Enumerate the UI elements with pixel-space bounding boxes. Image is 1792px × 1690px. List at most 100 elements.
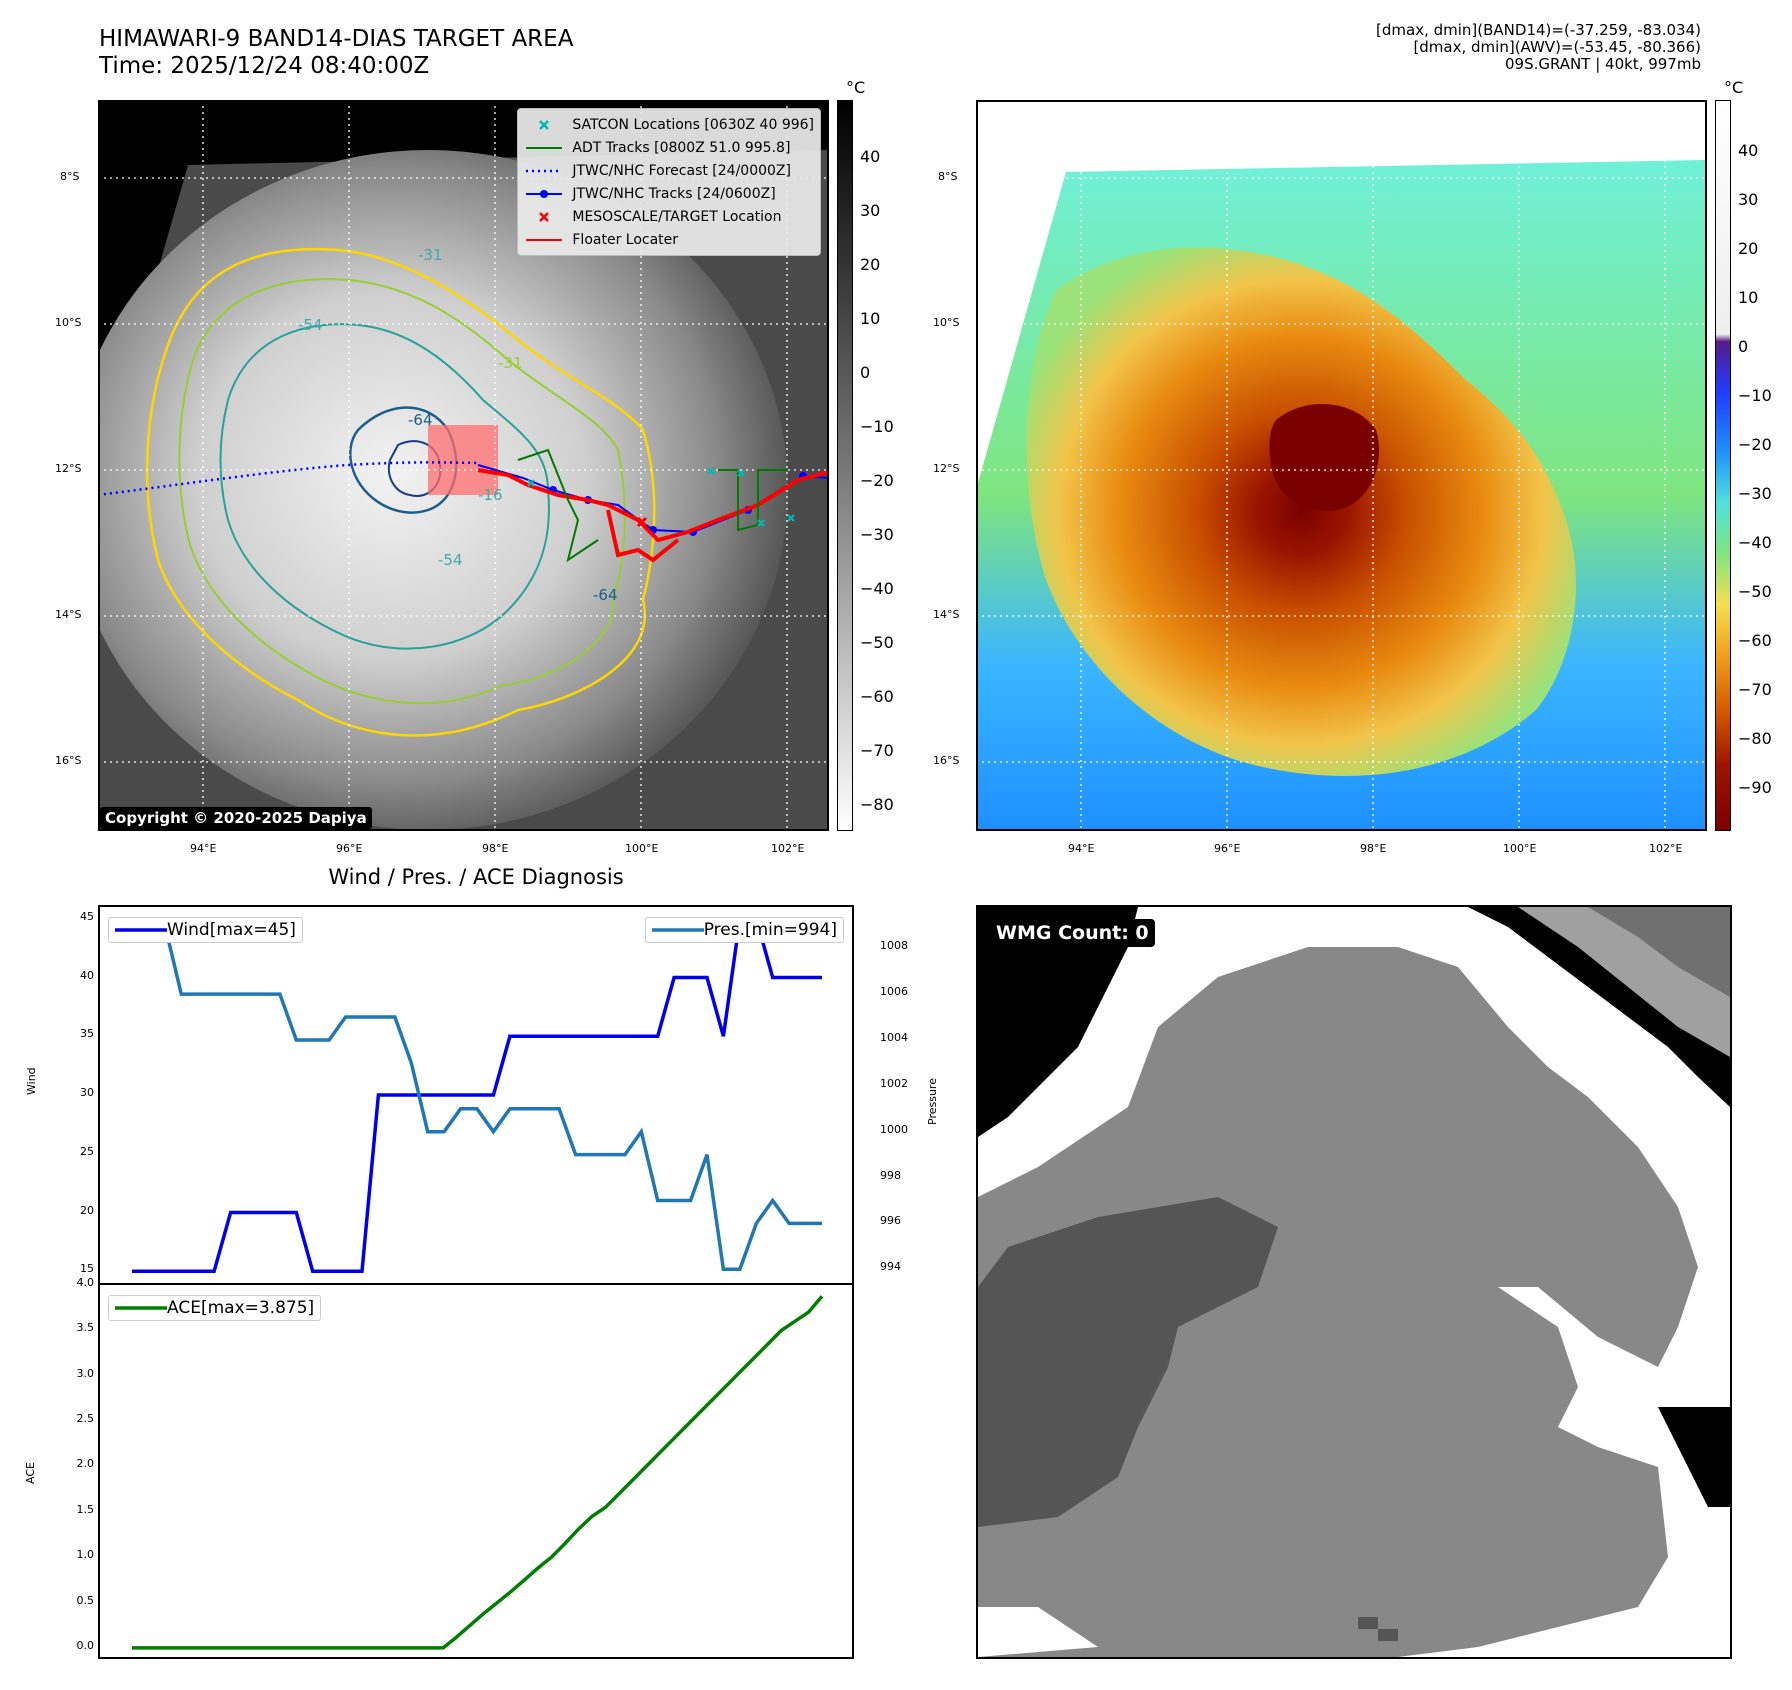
grayscale-colorbar-ticks: 40 30 20 10 0 −10 −20 −30 −40 −50 −60 −7… bbox=[860, 100, 900, 831]
wind-pressure-panel: Wind[max=45] Pres.[min=994] bbox=[98, 905, 854, 1285]
chart-title: HIMAWARI-9 BAND14-DIAS TARGET AREA Time:… bbox=[99, 26, 573, 80]
title-line1: HIMAWARI-9 BAND14-DIAS TARGET AREA bbox=[99, 26, 574, 52]
legend-item-mesoscale: MESOSCALE/TARGET Location bbox=[524, 205, 814, 228]
lat-label: 14°S bbox=[55, 608, 82, 621]
x-marker-icon bbox=[524, 211, 564, 223]
pres-yaxis-ticks: 1008 1006 1004 1002 1000 998 996 994 bbox=[870, 905, 924, 1285]
axis-tick-label: 1000 bbox=[880, 1122, 908, 1136]
legend-line-icon bbox=[115, 928, 167, 932]
diagnosis-title: Wind / Pres. / ACE Diagnosis bbox=[328, 865, 624, 889]
wind-legend: Wind[max=45] bbox=[108, 917, 303, 943]
ace-panel: ACE[max=3.875] bbox=[98, 1283, 854, 1659]
colorbar-tick: −40 bbox=[860, 579, 894, 598]
x-marker-icon bbox=[524, 119, 564, 131]
colorbar-tick: −70 bbox=[1738, 680, 1772, 699]
colorbar-tick: 30 bbox=[860, 201, 881, 220]
ace-ylabel: ACE bbox=[24, 1462, 37, 1484]
axis-tick-label: 3.0 bbox=[76, 1366, 95, 1380]
colorbar-tick: −70 bbox=[860, 741, 894, 760]
colorbar-tick: −10 bbox=[860, 417, 894, 436]
legend-item-tracks: JTWC/NHC Tracks [24/0600Z] bbox=[524, 182, 814, 205]
wind-series-line bbox=[132, 917, 822, 1274]
lon-label: 100°E bbox=[625, 842, 659, 855]
lon-label: 98°E bbox=[482, 842, 509, 855]
contour-label: -54 bbox=[298, 316, 323, 334]
lat-label: 8°S bbox=[60, 170, 80, 183]
color-map-image bbox=[978, 102, 1705, 829]
lat-label: 10°S bbox=[933, 316, 960, 329]
colorbar-tick: −50 bbox=[1738, 582, 1772, 601]
ace-series-line bbox=[132, 1295, 824, 1650]
colorbar-tick: −20 bbox=[1738, 435, 1772, 454]
colorbar-tick: −50 bbox=[860, 633, 894, 652]
wmg-image bbox=[978, 907, 1730, 1657]
axis-tick-label: 0.5 bbox=[76, 1593, 95, 1607]
contour-label: -64 bbox=[408, 411, 433, 429]
lon-label: 98°E bbox=[1360, 842, 1387, 855]
wind-ylabel: Wind bbox=[25, 1067, 38, 1095]
pres-ylabel: Pressure bbox=[926, 1078, 939, 1125]
axis-tick-label: 3.5 bbox=[76, 1321, 95, 1335]
axis-tick-label: 994 bbox=[880, 1260, 901, 1274]
colorbar-tick: 40 bbox=[860, 147, 881, 166]
title-line2: Time: 2025/12/24 08:40:00Z bbox=[99, 53, 430, 79]
axis-tick-label: 996 bbox=[880, 1214, 901, 1228]
axis-tick-label: 1006 bbox=[880, 985, 908, 999]
legend-line-icon bbox=[115, 1306, 167, 1310]
colorbar-tick: 30 bbox=[1738, 190, 1759, 209]
axis-tick-label: 15 bbox=[80, 1262, 94, 1276]
axis-tick-label: 25 bbox=[80, 1144, 94, 1158]
lat-label: 14°S bbox=[933, 608, 960, 621]
colorbar-tick: −10 bbox=[1738, 386, 1772, 405]
colorbar-tick: 20 bbox=[1738, 239, 1759, 258]
lat-label: 16°S bbox=[933, 754, 960, 767]
ace-yaxis-ticks: 4.0 3.5 3.0 2.5 2.0 1.5 1.0 0.5 0.0 bbox=[40, 1276, 95, 1659]
lon-label: 100°E bbox=[1503, 842, 1537, 855]
colorbar-tick: 0 bbox=[1738, 337, 1749, 356]
axis-tick-label: 45 bbox=[80, 909, 94, 923]
lat-label: 12°S bbox=[55, 462, 82, 475]
copyright-badge: Copyright © 2020-2025 Dapiya bbox=[100, 807, 372, 829]
axis-tick-label: 1.0 bbox=[76, 1548, 95, 1562]
axis-tick-label: 2.0 bbox=[76, 1457, 95, 1471]
wmg-panel: WMG Count: 0 bbox=[976, 905, 1732, 1659]
colorbar-tick: 10 bbox=[1738, 288, 1759, 307]
lon-label: 102°E bbox=[1649, 842, 1683, 855]
colorbar-tick: −90 bbox=[1738, 778, 1772, 797]
info-line3: 09S.GRANT | 40kt, 997mb bbox=[1504, 55, 1701, 73]
legend-item-satcon: SATCON Locations [0630Z 40 996] bbox=[524, 113, 814, 136]
colorbar-tick: 10 bbox=[860, 309, 881, 328]
colorbar-tick: −30 bbox=[1738, 484, 1772, 503]
ace-legend: ACE[max=3.875] bbox=[108, 1295, 322, 1321]
lat-label: 12°S bbox=[933, 462, 960, 475]
grayscale-map-panel: -31 -54 -64 -16 -54 -64 -31 SATCON Locat… bbox=[98, 100, 829, 831]
color-colorbar bbox=[1715, 100, 1731, 831]
lon-label: 94°E bbox=[190, 842, 217, 855]
axis-tick-label: 30 bbox=[80, 1086, 94, 1099]
lat-label: 10°S bbox=[55, 316, 82, 329]
lat-label: 8°S bbox=[938, 170, 958, 183]
wmg-count-badge: WMG Count: 0 bbox=[990, 919, 1155, 947]
axis-tick-label: 4.0 bbox=[76, 1276, 95, 1289]
colorbar-tick: 40 bbox=[1738, 141, 1759, 160]
legend-item-adt: ADT Tracks [0800Z 51.0 995.8] bbox=[524, 136, 814, 159]
contour-label: -54 bbox=[438, 551, 463, 569]
contour-label: -16 bbox=[478, 486, 503, 504]
wind-pressure-plot bbox=[132, 917, 822, 1274]
colorbar-unit: °C bbox=[846, 78, 866, 97]
axis-tick-label: 35 bbox=[80, 1027, 94, 1041]
colorbar-tick: −30 bbox=[860, 525, 894, 544]
legend-item-floater: Floater Locater bbox=[524, 228, 814, 251]
legend-item-forecast: JTWC/NHC Forecast [24/0000Z] bbox=[524, 159, 814, 182]
info-line2: [dmax, dmin](AWV)=(-53.45, -80.366) bbox=[1413, 38, 1701, 56]
lon-label: 96°E bbox=[336, 842, 363, 855]
lon-label: 102°E bbox=[771, 842, 805, 855]
color-colorbar-ticks: 40 30 20 10 0 −10 −20 −30 −40 −50 −60 −7… bbox=[1738, 100, 1788, 831]
contour-label: -31 bbox=[498, 354, 523, 372]
ace-plot bbox=[132, 1295, 824, 1650]
legend-line-icon bbox=[651, 928, 704, 932]
axis-tick-label: 2.5 bbox=[76, 1412, 95, 1426]
axis-tick-label: 1004 bbox=[880, 1030, 908, 1044]
info-line1: [dmax, dmin](BAND14)=(-37.259, -83.034) bbox=[1376, 21, 1701, 39]
line-icon bbox=[524, 145, 564, 151]
